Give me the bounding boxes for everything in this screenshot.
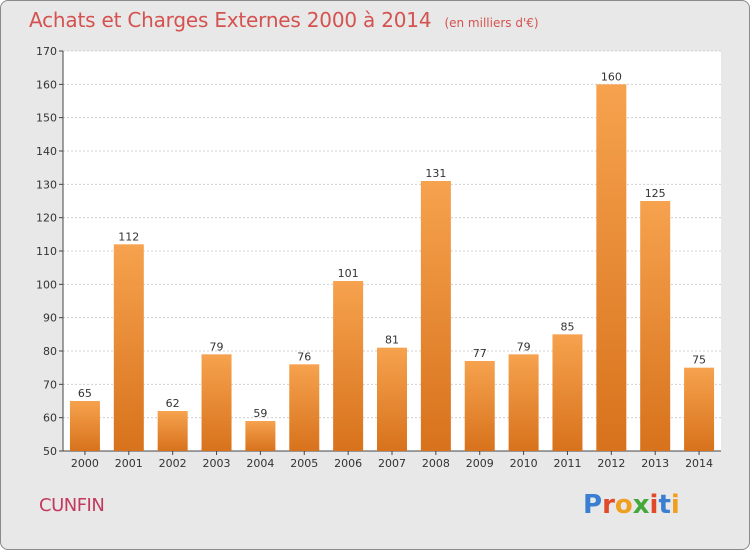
bar-2007 <box>377 347 407 451</box>
y-tick-label: 140 <box>36 145 57 158</box>
bar-2011 <box>552 334 583 451</box>
y-tick-label: 150 <box>36 112 57 125</box>
bar-2001 <box>113 244 144 451</box>
bar-2003 <box>201 354 232 451</box>
data-label-2002: 62 <box>166 397 180 410</box>
x-tick-label-2013: 2013 <box>641 457 669 470</box>
data-label-2007: 81 <box>385 334 399 347</box>
proxiti-logo: Proxiti <box>583 490 680 520</box>
x-tick-label-2012: 2012 <box>597 457 625 470</box>
data-label-2003: 79 <box>210 340 224 353</box>
y-tick-label: 120 <box>36 212 57 225</box>
data-label-2000: 65 <box>78 387 92 400</box>
bar-2005 <box>289 364 320 451</box>
x-tick-label-2011: 2011 <box>553 457 581 470</box>
y-tick-label: 110 <box>36 245 57 258</box>
y-tick-label: 100 <box>36 278 57 291</box>
title-block: Achats et Charges Externes 2000 à 2014 (… <box>29 8 539 32</box>
x-tick-label-2004: 2004 <box>246 457 274 470</box>
bar-2010 <box>508 354 539 451</box>
x-tick-label-2003: 2003 <box>203 457 231 470</box>
y-tick-label: 90 <box>43 312 57 325</box>
bar-2002 <box>157 411 188 451</box>
y-tick-label: 130 <box>36 178 57 191</box>
data-label-2012: 160 <box>601 70 622 83</box>
x-tick-label-2008: 2008 <box>422 457 450 470</box>
bar-2008 <box>420 181 451 451</box>
x-tick-label-2000: 2000 <box>71 457 99 470</box>
x-tick-label-2009: 2009 <box>466 457 494 470</box>
logo-letter: r <box>602 490 615 520</box>
data-label-2014: 75 <box>692 354 706 367</box>
bar-2012 <box>596 84 627 451</box>
commune-name: CUNFIN <box>39 495 105 516</box>
chart-subtitle: (en milliers d'€) <box>444 16 539 30</box>
x-tick-label-2014: 2014 <box>685 457 713 470</box>
data-label-2010: 79 <box>517 340 531 353</box>
data-label-2011: 85 <box>560 320 574 333</box>
logo-letter: x <box>632 490 650 520</box>
bar-2009 <box>464 361 495 451</box>
data-label-2004: 59 <box>253 407 267 420</box>
data-label-2006: 101 <box>338 267 359 280</box>
x-tick-label-2010: 2010 <box>510 457 538 470</box>
y-tick-label: 60 <box>43 412 57 425</box>
chart-title: Achats et Charges Externes 2000 à 2014 <box>29 8 432 32</box>
data-label-2005: 76 <box>297 350 311 363</box>
logo-letter: i <box>670 490 680 520</box>
logo-letter: t <box>658 490 671 520</box>
data-label-2008: 131 <box>425 167 446 180</box>
y-tick-label: 70 <box>43 378 57 391</box>
bar-2006 <box>333 281 364 451</box>
data-label-2013: 125 <box>645 187 666 200</box>
logo-letter: o <box>614 490 633 520</box>
bar-2013 <box>640 201 671 451</box>
x-tick-label-2001: 2001 <box>115 457 143 470</box>
logo-letter: i <box>649 490 659 520</box>
logo-letter: P <box>583 490 603 520</box>
x-tick-label-2007: 2007 <box>378 457 406 470</box>
y-tick-label: 80 <box>43 345 57 358</box>
x-tick-label-2005: 2005 <box>290 457 318 470</box>
x-tick-label-2002: 2002 <box>159 457 187 470</box>
data-label-2009: 77 <box>473 347 487 360</box>
data-label-2001: 112 <box>118 230 139 243</box>
bar-2004 <box>245 421 276 451</box>
bar-2000 <box>69 401 100 451</box>
x-tick-label-2006: 2006 <box>334 457 362 470</box>
y-tick-label: 170 <box>36 45 57 58</box>
y-tick-label: 50 <box>43 445 57 458</box>
bar-2014 <box>684 367 715 451</box>
y-tick-label: 160 <box>36 78 57 91</box>
